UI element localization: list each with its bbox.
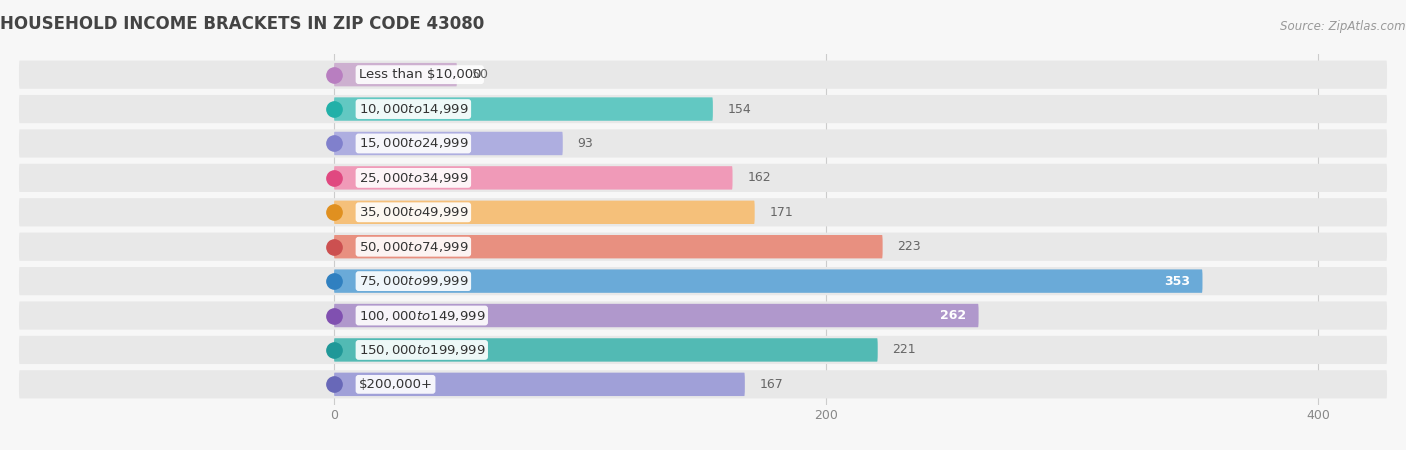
FancyBboxPatch shape <box>18 95 1386 123</box>
FancyBboxPatch shape <box>335 201 755 224</box>
FancyBboxPatch shape <box>18 198 1386 226</box>
Text: $150,000 to $199,999: $150,000 to $199,999 <box>359 343 485 357</box>
Text: $75,000 to $99,999: $75,000 to $99,999 <box>359 274 468 288</box>
FancyBboxPatch shape <box>335 338 877 362</box>
Text: 223: 223 <box>897 240 921 253</box>
Text: 167: 167 <box>759 378 783 391</box>
Text: 93: 93 <box>578 137 593 150</box>
Text: 221: 221 <box>893 343 917 356</box>
FancyBboxPatch shape <box>335 132 562 155</box>
Text: HOUSEHOLD INCOME BRACKETS IN ZIP CODE 43080: HOUSEHOLD INCOME BRACKETS IN ZIP CODE 43… <box>0 15 485 33</box>
FancyBboxPatch shape <box>18 61 1386 89</box>
FancyBboxPatch shape <box>335 304 979 327</box>
Text: $10,000 to $14,999: $10,000 to $14,999 <box>359 102 468 116</box>
Text: $15,000 to $24,999: $15,000 to $24,999 <box>359 136 468 150</box>
FancyBboxPatch shape <box>335 166 733 189</box>
FancyBboxPatch shape <box>18 302 1386 330</box>
Text: $25,000 to $34,999: $25,000 to $34,999 <box>359 171 468 185</box>
FancyBboxPatch shape <box>18 129 1386 157</box>
Text: $100,000 to $149,999: $100,000 to $149,999 <box>359 309 485 323</box>
Text: 50: 50 <box>472 68 488 81</box>
Text: 154: 154 <box>728 103 751 116</box>
FancyBboxPatch shape <box>18 164 1386 192</box>
FancyBboxPatch shape <box>335 63 457 86</box>
Text: 262: 262 <box>941 309 966 322</box>
Text: Source: ZipAtlas.com: Source: ZipAtlas.com <box>1279 20 1406 33</box>
Text: 162: 162 <box>748 171 770 184</box>
FancyBboxPatch shape <box>18 233 1386 261</box>
Text: 171: 171 <box>769 206 793 219</box>
FancyBboxPatch shape <box>335 270 1202 293</box>
Text: $50,000 to $74,999: $50,000 to $74,999 <box>359 240 468 254</box>
FancyBboxPatch shape <box>335 373 745 396</box>
Text: $200,000+: $200,000+ <box>359 378 433 391</box>
FancyBboxPatch shape <box>335 97 713 121</box>
FancyBboxPatch shape <box>18 267 1386 295</box>
Text: $35,000 to $49,999: $35,000 to $49,999 <box>359 205 468 219</box>
FancyBboxPatch shape <box>335 235 883 258</box>
Text: Less than $10,000: Less than $10,000 <box>359 68 481 81</box>
FancyBboxPatch shape <box>18 336 1386 364</box>
FancyBboxPatch shape <box>18 370 1386 398</box>
Text: 353: 353 <box>1164 274 1191 288</box>
